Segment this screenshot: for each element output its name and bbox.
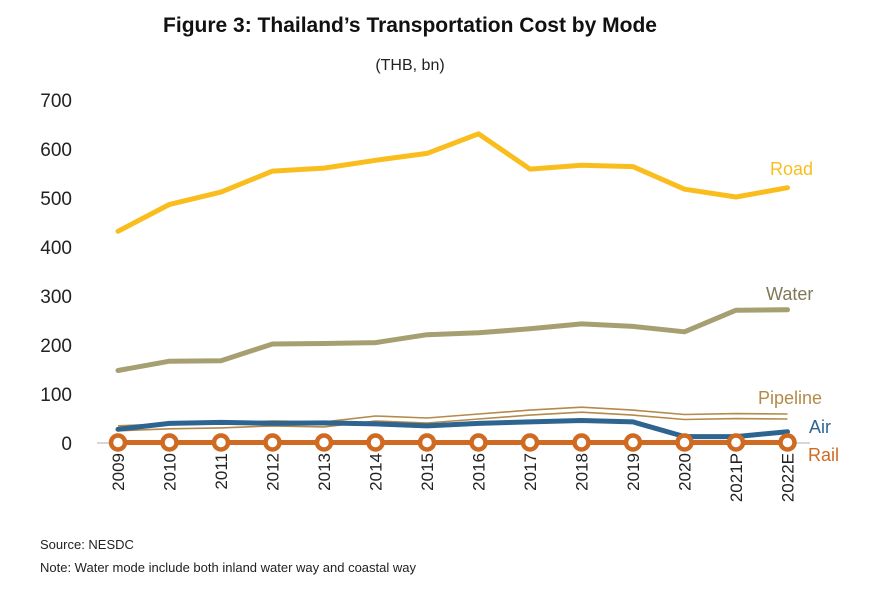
x-tick-label: 2019: [624, 453, 643, 491]
y-tick-label: 300: [40, 287, 72, 308]
rail-point-marker: [314, 433, 334, 452]
x-tick-label: 2017: [521, 453, 540, 491]
x-tick-label: 2013: [315, 453, 334, 491]
rail-point-marker: [263, 433, 282, 452]
rail-point-marker: [572, 433, 591, 452]
x-tick-label: 2022E: [779, 453, 798, 502]
series-line-air: [115, 418, 790, 440]
rail-point-marker: [726, 433, 746, 452]
rail-point-marker: [417, 433, 437, 452]
y-tick-label: 200: [40, 336, 72, 357]
y-tick-label: 0: [61, 434, 72, 455]
rail-point-marker: [160, 433, 179, 452]
series-lines: [108, 131, 797, 452]
series-label-pipeline: Pipeline: [758, 388, 822, 408]
rail-point-marker: [108, 433, 128, 452]
series-line-water: [115, 307, 790, 373]
series-label-road: Road: [770, 159, 813, 179]
x-tick-label: 2011: [212, 453, 231, 490]
x-tick-label: 2020: [676, 453, 695, 491]
rail-point-marker: [366, 433, 385, 452]
x-tick-label: 2012: [264, 453, 283, 491]
x-tick-label: 2016: [470, 453, 489, 491]
y-tick-label: 700: [40, 91, 72, 112]
x-tick-label: 2014: [367, 453, 386, 491]
source-note: Source: NESDC: [40, 537, 134, 552]
x-tick-label: 2009: [109, 453, 128, 491]
y-tick-label: 100: [40, 385, 72, 406]
y-tick-label: 400: [40, 238, 72, 259]
chart-title: Figure 3: Thailand’s Transportation Cost…: [163, 14, 657, 37]
rail-point-marker: [469, 433, 488, 452]
rail-point-marker: [211, 433, 231, 452]
rail-point-marker: [623, 433, 643, 452]
footnote: Note: Water mode include both inland wat…: [40, 560, 416, 575]
x-axis-labels: 2009 2010 2011 2012 2013 2014 2015 2016 2017 2018…: [109, 453, 798, 502]
series-line-pipeline-lower: [117, 411, 788, 432]
chart-subtitle: (THB, bn): [375, 57, 445, 74]
series-labels: Road Water Pipeline Air Rail: [758, 159, 839, 465]
y-tick-label: 500: [40, 189, 72, 210]
x-tick-label: 2018: [573, 453, 592, 491]
series-label-water: Water: [766, 284, 813, 304]
series-label-air: Air: [809, 417, 831, 437]
x-tick-label: 2015: [418, 453, 437, 491]
y-tick-label: 600: [40, 140, 72, 161]
series-line-road: [115, 131, 790, 234]
x-tick-label: 2021P: [727, 453, 746, 502]
rail-point-marker: [520, 433, 540, 452]
rail-point-marker: [675, 433, 694, 452]
x-tick-label: 2010: [161, 453, 180, 491]
rail-point-marker: [778, 433, 797, 452]
y-axis-labels: 0 100 200 300 400 500 600 700: [40, 91, 72, 455]
series-label-rail: Rail: [808, 445, 839, 465]
